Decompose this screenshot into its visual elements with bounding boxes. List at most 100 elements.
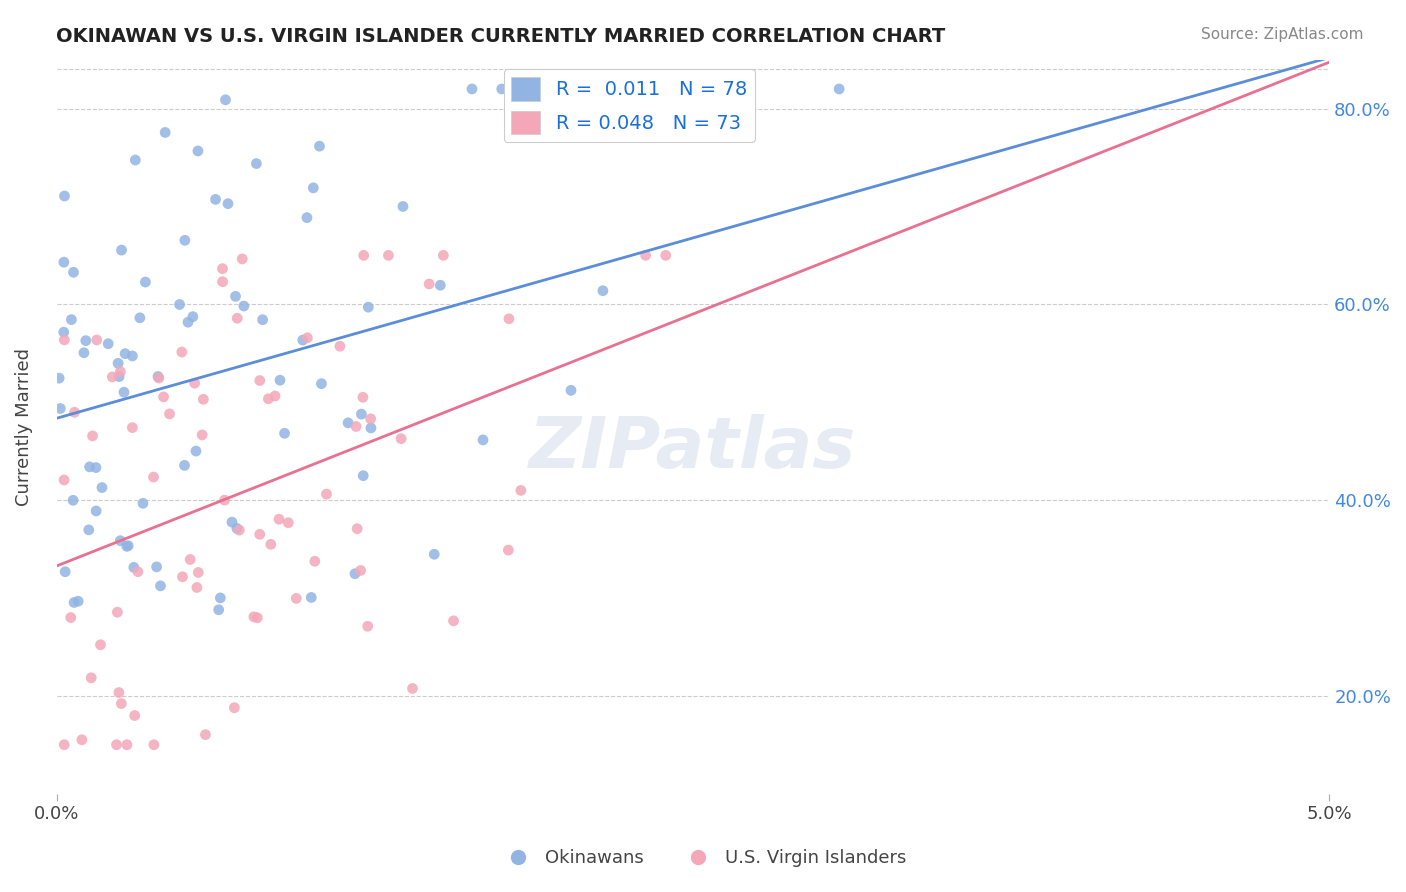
Point bbox=[53, 333, 76, 347]
Point bbox=[297, 331, 319, 345]
Point bbox=[304, 554, 326, 568]
Point bbox=[105, 605, 128, 619]
Point bbox=[52, 325, 75, 339]
Legend: Okinawans, U.S. Virgin Islanders: Okinawans, U.S. Virgin Islanders bbox=[492, 842, 914, 874]
Point bbox=[63, 405, 86, 419]
Point bbox=[110, 365, 132, 379]
Point bbox=[302, 181, 325, 195]
Point bbox=[187, 144, 209, 158]
Point bbox=[245, 156, 267, 170]
Point bbox=[295, 211, 318, 225]
Point bbox=[128, 310, 150, 325]
Point bbox=[252, 312, 274, 326]
Point bbox=[181, 310, 204, 324]
Point bbox=[62, 493, 84, 508]
Text: OKINAWAN VS U.S. VIRGIN ISLANDER CURRENTLY MARRIED CORRELATION CHART: OKINAWAN VS U.S. VIRGIN ISLANDER CURRENT… bbox=[56, 27, 945, 45]
Point bbox=[214, 493, 236, 508]
Point bbox=[401, 681, 423, 696]
Point bbox=[560, 384, 582, 398]
Point bbox=[101, 370, 124, 384]
Point bbox=[49, 401, 72, 416]
Point bbox=[423, 547, 446, 561]
Point bbox=[170, 345, 193, 359]
Point bbox=[472, 433, 495, 447]
Point bbox=[110, 243, 132, 257]
Point bbox=[225, 289, 247, 303]
Point bbox=[186, 581, 208, 595]
Point bbox=[299, 591, 322, 605]
Point bbox=[91, 481, 114, 495]
Point bbox=[634, 248, 657, 262]
Point bbox=[84, 460, 107, 475]
Point bbox=[193, 392, 215, 407]
Point bbox=[62, 265, 84, 279]
Point bbox=[121, 420, 143, 434]
Point bbox=[392, 199, 415, 213]
Point bbox=[498, 311, 520, 326]
Point bbox=[260, 537, 283, 551]
Point bbox=[308, 139, 330, 153]
Point bbox=[357, 619, 380, 633]
Point bbox=[89, 638, 111, 652]
Point bbox=[214, 93, 236, 107]
Point bbox=[224, 700, 246, 714]
Point bbox=[53, 473, 76, 487]
Point bbox=[346, 522, 368, 536]
Point bbox=[86, 333, 108, 347]
Point bbox=[59, 610, 82, 624]
Point bbox=[315, 487, 337, 501]
Point bbox=[249, 374, 271, 388]
Point bbox=[53, 189, 76, 203]
Point bbox=[350, 407, 373, 421]
Point bbox=[343, 566, 366, 581]
Point bbox=[209, 591, 232, 605]
Point bbox=[377, 248, 399, 262]
Point bbox=[177, 315, 200, 329]
Point bbox=[146, 369, 169, 384]
Point bbox=[80, 671, 103, 685]
Point bbox=[60, 312, 83, 326]
Point bbox=[149, 579, 172, 593]
Point bbox=[117, 539, 139, 553]
Point bbox=[107, 356, 129, 370]
Point bbox=[124, 708, 146, 723]
Point bbox=[349, 564, 371, 578]
Point bbox=[277, 516, 299, 530]
Point bbox=[208, 603, 231, 617]
Point bbox=[389, 432, 412, 446]
Point bbox=[226, 521, 249, 535]
Point bbox=[352, 468, 374, 483]
Point bbox=[108, 685, 131, 699]
Point bbox=[115, 539, 138, 553]
Point bbox=[217, 196, 239, 211]
Point bbox=[828, 82, 851, 96]
Point bbox=[115, 738, 138, 752]
Point bbox=[228, 523, 250, 537]
Point bbox=[285, 591, 308, 606]
Point bbox=[491, 82, 513, 96]
Point bbox=[243, 610, 266, 624]
Point bbox=[183, 376, 205, 391]
Point bbox=[134, 275, 156, 289]
Point bbox=[226, 311, 249, 326]
Point bbox=[264, 389, 287, 403]
Point bbox=[246, 611, 269, 625]
Point bbox=[184, 444, 207, 458]
Point bbox=[108, 369, 131, 384]
Point bbox=[73, 345, 96, 359]
Text: ZIPatlas: ZIPatlas bbox=[529, 414, 856, 483]
Point bbox=[172, 570, 194, 584]
Point bbox=[132, 496, 155, 510]
Point bbox=[191, 428, 214, 442]
Point bbox=[67, 594, 90, 608]
Point bbox=[291, 333, 314, 347]
Point bbox=[142, 738, 165, 752]
Point bbox=[418, 277, 440, 291]
Point bbox=[173, 233, 195, 247]
Point bbox=[82, 429, 104, 443]
Point bbox=[114, 346, 136, 360]
Point bbox=[654, 248, 676, 262]
Point bbox=[344, 419, 367, 434]
Point bbox=[121, 349, 143, 363]
Point bbox=[429, 278, 451, 293]
